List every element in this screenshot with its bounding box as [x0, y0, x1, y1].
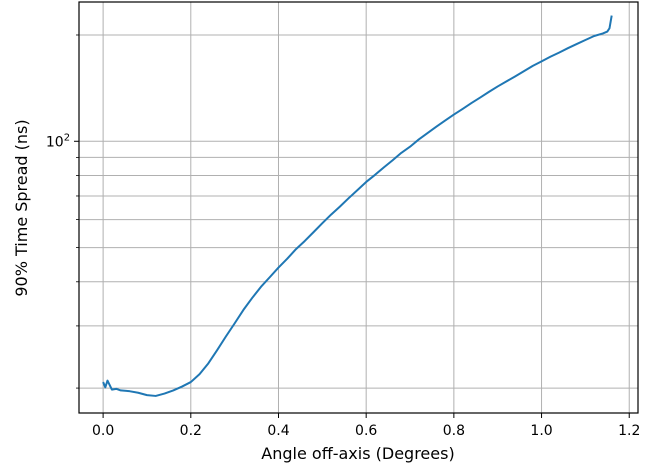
- x-tick-label: 0.2: [180, 423, 202, 439]
- y-axis-label: 90% Time Spread (ns): [12, 119, 31, 296]
- x-tick-label: 0.6: [355, 423, 377, 439]
- series-line: [102, 15, 613, 397]
- x-tick-label: 0.0: [92, 423, 114, 439]
- x-axis-label: Angle off-axis (Degrees): [261, 444, 454, 463]
- x-tick-label: 1.0: [530, 423, 552, 439]
- x-tick-label: 0.8: [443, 423, 465, 439]
- x-tick-label: 1.2: [618, 423, 640, 439]
- plot-area-frame: [78, 1, 639, 414]
- x-tick-label: 0.4: [267, 423, 289, 439]
- series-layer: [102, 15, 613, 397]
- x-axis-ticks: 0.0 0.2 0.4 0.6 0.8 1.0 1.2: [92, 413, 640, 439]
- grid-lines: [79, 2, 638, 413]
- y-axis-ticks: [74, 34, 79, 389]
- y-tick-label-major: 102: [46, 132, 70, 150]
